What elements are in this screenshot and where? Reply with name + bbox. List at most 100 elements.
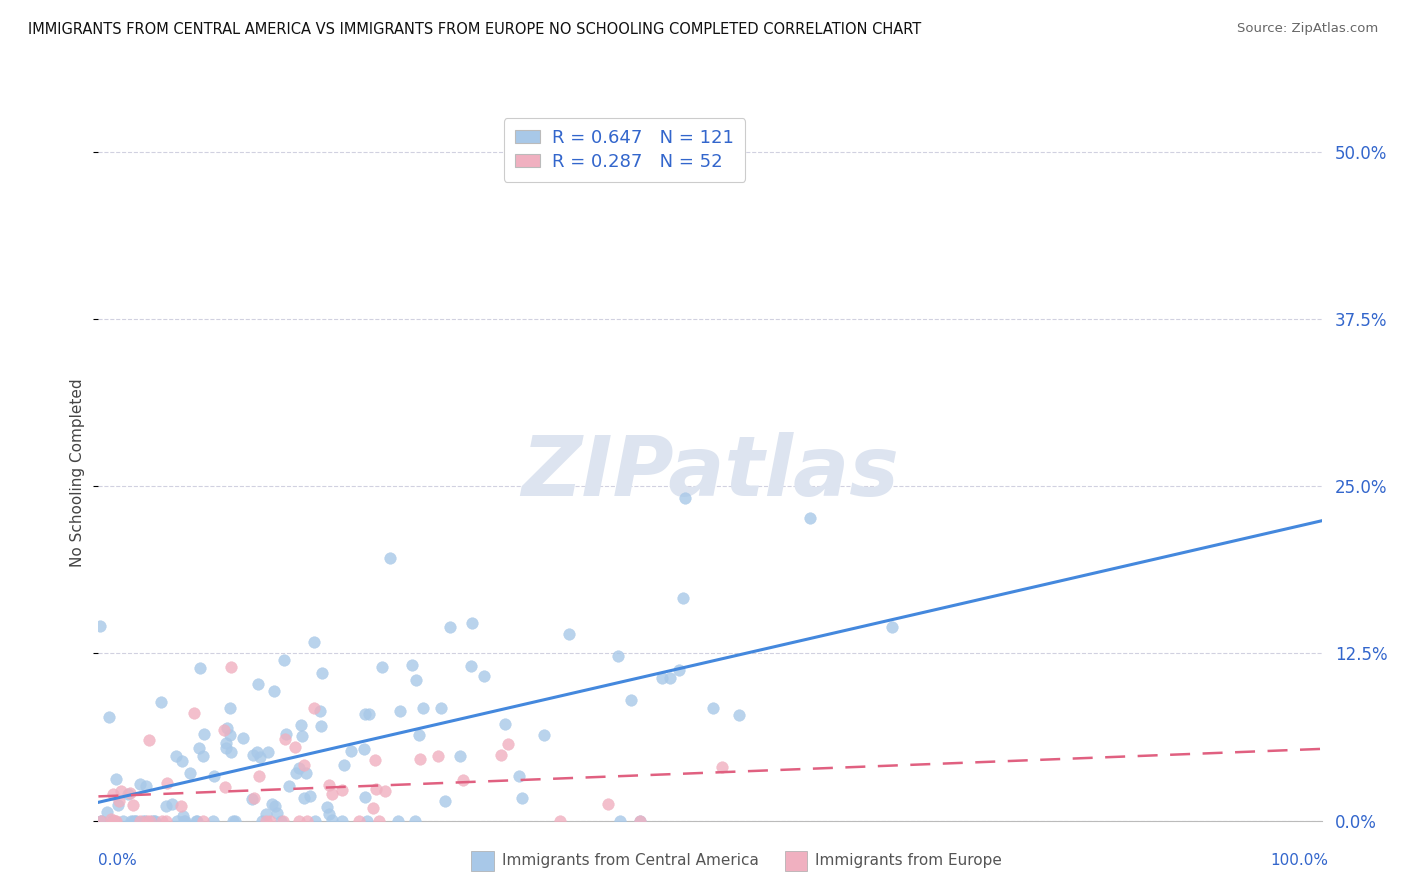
Point [284,766,307,780]
Point [290,717,312,731]
Point [219,745,242,759]
Point [607,648,630,663]
Point [218,728,240,742]
Point [302,634,325,648]
Point [620,693,643,707]
Point [110,784,132,798]
Point [412,700,434,714]
Point [533,728,555,742]
Point [250,814,273,828]
Point [401,658,423,673]
Point [710,760,733,774]
Point [799,511,821,525]
Point [367,814,389,828]
Point [430,701,453,715]
Point [405,673,427,687]
Point [387,814,409,828]
Point [128,776,150,790]
Point [449,749,471,764]
Text: Immigrants from Central America: Immigrants from Central America [502,854,759,868]
Point [451,773,474,788]
Point [273,653,295,667]
Point [191,814,214,828]
Point [389,704,412,718]
Point [356,814,378,828]
Point [292,757,315,772]
Point [224,814,246,828]
Point [112,814,135,828]
Point [374,784,396,798]
Point [141,814,163,828]
Point [257,745,280,759]
Point [259,814,281,828]
Point [291,729,314,743]
Point [353,742,375,756]
Point [117,787,139,801]
Point [243,790,266,805]
Point [295,766,318,780]
Point [408,728,430,742]
Point [155,799,177,814]
Point [247,769,270,783]
Point [202,814,225,828]
Point [370,660,392,674]
Point [274,732,297,747]
Point [439,620,461,634]
Point [138,732,160,747]
Point [107,797,129,812]
Point [295,814,318,828]
Point [100,812,122,826]
Point [330,814,353,828]
Point [121,814,143,828]
Point [882,620,904,634]
Point [160,797,183,811]
Point [221,814,243,828]
Point [353,789,375,804]
Point [172,809,194,823]
Point [89,619,111,633]
Point [366,782,388,797]
Point [628,814,651,828]
Point [169,798,191,813]
Point [90,814,112,828]
Point [214,780,236,795]
Point [728,707,751,722]
Point [263,684,285,698]
Point [472,669,495,683]
Point [496,738,519,752]
Point [165,749,187,764]
Point [340,743,363,757]
Point [357,707,380,722]
Point [143,814,166,828]
Point [186,814,208,828]
Point [433,794,456,808]
Point [202,769,225,783]
Legend: R = 0.647   N = 121, R = 0.287   N = 52: R = 0.647 N = 121, R = 0.287 N = 52 [503,118,745,182]
Point [90,814,112,828]
Point [266,805,288,820]
Point [491,747,513,762]
Point [104,814,127,828]
Point [363,801,385,815]
Point [321,787,343,801]
Point [240,792,263,806]
Text: 100.0%: 100.0% [1271,854,1329,868]
Point [132,814,155,828]
Point [120,814,142,828]
Point [609,814,631,828]
Point [124,814,146,828]
Point [215,721,238,735]
Point [150,814,173,828]
Point [173,814,195,828]
Point [150,695,173,709]
Point [263,799,285,814]
Point [183,706,205,721]
Point [187,741,209,756]
Point [330,783,353,797]
Point [302,701,325,715]
Text: 0.0%: 0.0% [98,854,138,868]
Point [125,814,148,828]
Point [191,749,214,764]
Point [142,814,165,828]
Point [288,761,311,775]
